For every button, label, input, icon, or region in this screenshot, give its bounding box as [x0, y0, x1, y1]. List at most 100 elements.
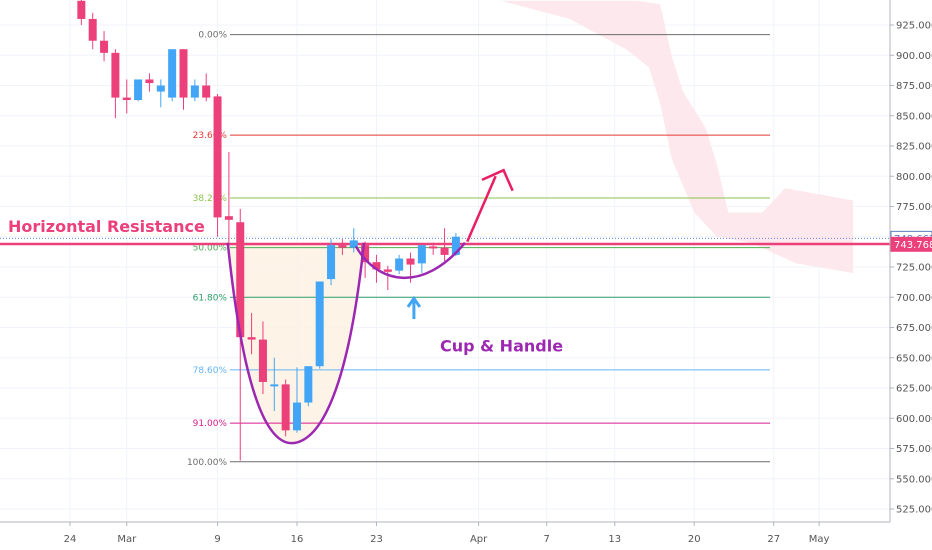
candle: [440, 228, 449, 261]
x-tick-label: 27: [767, 534, 780, 545]
y-tick-label: 775.000: [896, 202, 932, 213]
candle: [315, 281, 324, 369]
price-label: 743.768: [890, 236, 932, 252]
candle-body: [190, 85, 199, 98]
candle-body: [156, 85, 165, 92]
candle-body: [395, 258, 404, 271]
y-tick-label: 825.000: [896, 142, 932, 153]
resistance-annotation: Horizontal Resistance: [8, 217, 205, 236]
candle-body: [179, 49, 188, 98]
candle-body: [134, 79, 143, 101]
candle: [77, 0, 86, 25]
candle: [100, 31, 109, 62]
candle: [338, 239, 347, 255]
candle-body: [361, 245, 370, 263]
candle: [281, 379, 290, 437]
candle: [202, 73, 211, 102]
candle: [395, 254, 404, 275]
x-tick-label: 9: [214, 534, 220, 545]
y-tick-label: 650.000: [896, 353, 932, 364]
y-tick-label: 725.000: [896, 263, 932, 274]
y-tick-label: 575.000: [896, 444, 932, 455]
candle: [168, 49, 177, 102]
candle: [224, 152, 233, 243]
candle-body: [327, 245, 336, 280]
candle: [247, 312, 256, 355]
candle: [156, 79, 165, 108]
y-tick-label: 700.000: [896, 293, 932, 304]
y-tick-label: 900.000: [896, 51, 932, 62]
up-arrow-head: [406, 295, 422, 308]
fib-level-label: 23.60%: [193, 131, 228, 141]
x-tick-label: 16: [291, 534, 304, 545]
candle-body: [168, 49, 177, 98]
candle: [190, 79, 199, 102]
candle-body: [145, 79, 154, 84]
candle: [145, 73, 154, 92]
y-tick-label: 600.000: [896, 414, 932, 425]
candle-body: [383, 269, 392, 272]
candle-body: [372, 262, 381, 270]
candle: [122, 79, 131, 114]
candle-body: [338, 245, 347, 248]
y-tick-label: 925.000: [896, 21, 932, 32]
y-tick-label: 525.000: [896, 505, 932, 516]
candle-body: [293, 402, 301, 431]
fib-level-label: 100.00%: [187, 458, 227, 468]
candle: [88, 12, 97, 50]
candle: [293, 367, 301, 433]
fib-level-label: 61.80%: [193, 293, 228, 303]
candle-body: [100, 40, 109, 53]
x-tick-label: 13: [608, 534, 621, 545]
x-tick-label: Mar: [117, 534, 137, 545]
x-tick-label: 7: [544, 534, 550, 545]
candle-body: [429, 246, 438, 249]
cup-curve: [226, 242, 366, 445]
y-tick-label: 800.000: [896, 172, 932, 183]
candle: [304, 366, 313, 407]
candle: [179, 49, 188, 110]
candle-body: [213, 96, 222, 218]
candle-body: [417, 245, 426, 264]
pattern-annotation: Cup & Handle: [440, 337, 563, 356]
candle-body: [440, 247, 449, 255]
candle-body: [202, 85, 211, 98]
candle-body: [349, 240, 358, 248]
candle-body: [315, 281, 324, 367]
candle-body: [88, 18, 97, 41]
price-label-box: [890, 236, 932, 252]
candle: [213, 93, 222, 237]
candle-body: [258, 339, 267, 382]
candle-body: [247, 337, 256, 340]
fib-level-label: 50.00%: [193, 244, 228, 254]
candle: [134, 79, 143, 102]
x-tick-label: 24: [64, 534, 77, 545]
candle-body: [451, 236, 460, 255]
candle-body: [236, 222, 245, 338]
candle-body: [77, 0, 86, 19]
candle-body: [111, 52, 120, 98]
candle: [383, 265, 392, 290]
y-tick-label: 850.000: [896, 111, 932, 122]
plot-area: 0.00% 23.60% 38.20% 50.00% 61.80% 78.60% 91.00…: [0, 0, 890, 522]
candle-body: [406, 258, 415, 265]
candle: [327, 239, 336, 286]
candle: [417, 245, 426, 274]
x-tick-label: 23: [370, 534, 383, 545]
candle: [429, 242, 438, 255]
fib-level-label: 38.20%: [193, 194, 228, 204]
candle-body: [281, 384, 290, 431]
candle-body: [224, 216, 233, 220]
price-label-text: 743.768: [894, 240, 932, 251]
breakout-arrow: [466, 175, 497, 243]
candle-body: [304, 366, 313, 403]
y-tick-label: 550.000: [896, 474, 932, 485]
cup-fill: [227, 242, 364, 444]
candle-body: [270, 384, 279, 387]
candle: [258, 321, 267, 395]
fib-level-label: 78.60%: [193, 366, 228, 376]
candle: [270, 357, 279, 411]
x-tick-label: Apr: [470, 534, 488, 545]
fib-level-label: 91.00%: [193, 419, 228, 429]
